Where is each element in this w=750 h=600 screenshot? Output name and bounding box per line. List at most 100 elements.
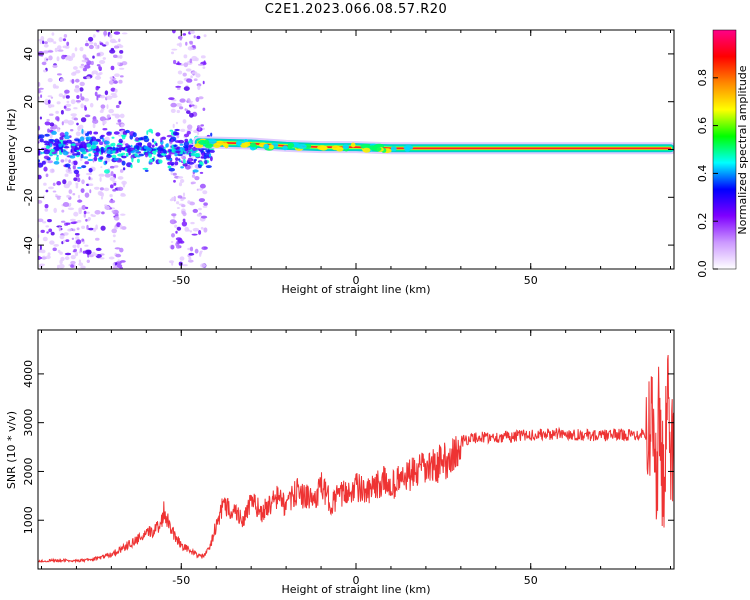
heatmap-cell: [87, 217, 91, 221]
heatmap-cell: [113, 131, 120, 135]
heatmap-cell: [209, 149, 215, 153]
heatmap-cell: [112, 180, 117, 183]
heatmap-cell: [56, 117, 60, 122]
heatmap-cell: [207, 139, 217, 145]
heatmap-cell: [59, 132, 65, 137]
heatmap-cell: [174, 132, 180, 136]
heatmap-cell: [125, 152, 129, 157]
heatmap-cell: [64, 89, 70, 94]
heatmap-cell: [76, 122, 79, 126]
heatmap-cell: [125, 143, 129, 147]
y-tick-label: -40: [22, 236, 35, 254]
colorbar-label: Normalized spectral amplitude: [736, 65, 749, 234]
heatmap-cell: [187, 140, 194, 144]
heatmap-cell: [161, 136, 166, 140]
y-tick-label: 2000: [22, 457, 35, 485]
heatmap-cell: [75, 142, 81, 146]
heatmap-cell: [148, 128, 153, 133]
heatmap-cell: [113, 239, 116, 243]
heatmap-cell: [100, 134, 105, 137]
heatmap-cell: [186, 78, 193, 83]
heatmap-cell: [80, 265, 86, 269]
heatmap-cell: [205, 149, 211, 153]
heatmap-cell: [132, 132, 137, 138]
heatmap-cell: [176, 207, 180, 209]
heatmap-cell: [110, 65, 115, 71]
heatmap-cell: [72, 165, 76, 170]
heatmap-cell: [120, 123, 125, 128]
heatmap-cell: [190, 221, 195, 225]
heatmap-cell: [94, 210, 101, 215]
heatmap-cell: [183, 86, 190, 91]
heatmap-cell: [179, 179, 185, 183]
heatmap-cell: [199, 183, 206, 189]
heatmap-cell: [67, 228, 73, 232]
heatmap-cell: [112, 189, 117, 192]
heatmap-cell: [43, 41, 48, 45]
heatmap-cell: [113, 80, 118, 84]
heatmap-cell: [45, 225, 49, 228]
heatmap-cell: [83, 156, 89, 159]
heatmap-cell: [74, 233, 80, 236]
heatmap-cell: [177, 195, 183, 199]
heatmap-cell: [109, 49, 116, 54]
y-tick-label: 20: [22, 95, 35, 109]
heatmap-cell: [84, 192, 90, 198]
heatmap-cell: [95, 147, 100, 153]
heatmap-cell: [98, 173, 105, 177]
heatmap-cell: [65, 168, 72, 174]
heatmap-cell: [38, 218, 44, 223]
heatmap-cell: [112, 234, 116, 238]
heatmap-cell: [52, 190, 57, 193]
heatmap-cell: [100, 95, 106, 99]
heatmap-cell: [143, 135, 148, 140]
heatmap-cell: [95, 247, 102, 251]
heatmap-cell: [186, 129, 193, 132]
heatmap-cell: [108, 80, 115, 85]
heatmap-cell: [187, 200, 191, 205]
heatmap-cell: [216, 140, 225, 146]
heatmap-cell: [118, 45, 124, 48]
heatmap-cell: [187, 46, 193, 51]
heatmap-cell: [117, 153, 124, 157]
heatmap-cell: [61, 209, 65, 213]
heatmap-cell: [70, 148, 73, 153]
heatmap-cell: [287, 142, 295, 148]
heatmap-cell: [119, 50, 124, 54]
y-tick-label: 1000: [22, 506, 35, 534]
heatmap-cell: [103, 187, 110, 192]
heatmap-cell: [198, 125, 201, 131]
heatmap-cell: [170, 171, 173, 176]
heatmap-cell: [114, 165, 119, 168]
heatmap-cell: [73, 160, 78, 166]
heatmap-cell: [165, 143, 168, 148]
heatmap-cell: [49, 133, 53, 139]
heatmap-cell: [49, 122, 55, 127]
heatmap-y-axis-label: Frequency (Hz): [5, 109, 18, 192]
heatmap-cell: [176, 244, 181, 249]
heatmap-cell: [222, 142, 228, 148]
heatmap-cell: [65, 239, 70, 243]
heatmap-cell: [77, 177, 81, 183]
heatmap-cell: [177, 70, 183, 75]
heatmap-cell: [69, 218, 76, 222]
heatmap-cell: [57, 249, 61, 253]
heatmap-cell: [73, 177, 78, 182]
heatmap-cell: [152, 151, 155, 154]
heatmap-cell: [93, 253, 98, 256]
heatmap-cell: [78, 259, 81, 264]
heatmap-cell: [102, 44, 107, 47]
heatmap-cell: [104, 140, 110, 145]
heatmap-cell: [198, 230, 202, 235]
heatmap-cell: [121, 180, 127, 185]
heatmap-cell: [138, 137, 144, 141]
heatmap-cell: [92, 123, 96, 129]
heatmap-cell: [43, 182, 47, 186]
heatmap-cell: [58, 93, 64, 97]
heatmap-cell: [115, 104, 120, 109]
heatmap-cell: [54, 138, 60, 144]
heatmap-cell: [170, 244, 175, 250]
heatmap-cell: [184, 147, 188, 152]
heatmap-cell: [117, 119, 122, 123]
heatmap-cell: [112, 266, 118, 269]
